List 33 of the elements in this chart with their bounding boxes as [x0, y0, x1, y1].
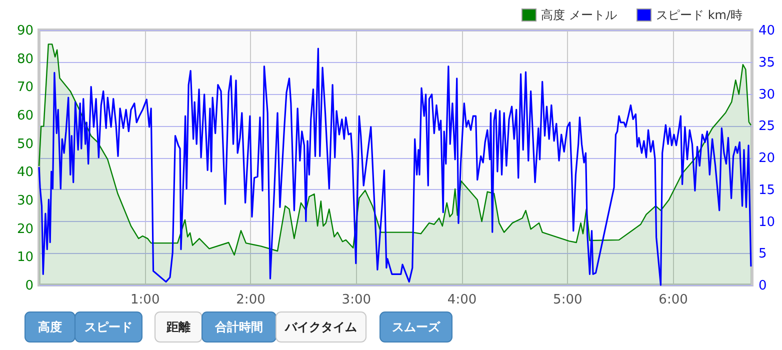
y2-tick-label: 20	[758, 151, 776, 166]
y-tick-label: 40	[16, 165, 34, 180]
y-tick-label: 70	[16, 80, 34, 96]
text: スムーズ	[392, 320, 441, 334]
text: バイクタイム	[284, 320, 357, 334]
y-tick-label: 90	[16, 24, 34, 38]
x-tick-label: 2:00	[236, 292, 266, 308]
x-tick-label: 3:00	[342, 292, 371, 308]
y-tick-label: 50	[16, 136, 34, 152]
y-tick-label: 20	[16, 222, 34, 237]
legend-label: スピード km/時	[656, 8, 742, 22]
text: 距離	[166, 320, 190, 334]
y-tick-label: 0	[25, 278, 34, 294]
y2-tick-label: 5	[758, 246, 767, 262]
legend-label: 高度 メートル	[541, 8, 617, 22]
y2-tick-label: 35	[758, 55, 776, 70]
text: 合計時間	[214, 320, 263, 334]
y2-tick-label: 0	[758, 278, 767, 294]
x-tick-label: 6:00	[658, 292, 688, 308]
text: スピード	[84, 320, 132, 334]
y-tick-label: 60	[16, 108, 34, 124]
y2-tick-label: 30	[758, 87, 776, 102]
y2-tick-label: 40	[758, 24, 776, 38]
y-tick-label: 30	[16, 194, 34, 208]
y2-tick-label: 10	[758, 214, 776, 230]
y-tick-label: 10	[16, 250, 34, 266]
x-tick-label: 4:00	[447, 292, 477, 308]
x-tick-label: 1:00	[130, 292, 160, 308]
y2-tick-label: 15	[758, 182, 776, 198]
y2-tick-label: 25	[758, 119, 776, 134]
text: 高度	[38, 320, 62, 334]
y-tick-label: 80	[16, 52, 34, 67]
x-tick-label: 5:00	[553, 292, 582, 308]
